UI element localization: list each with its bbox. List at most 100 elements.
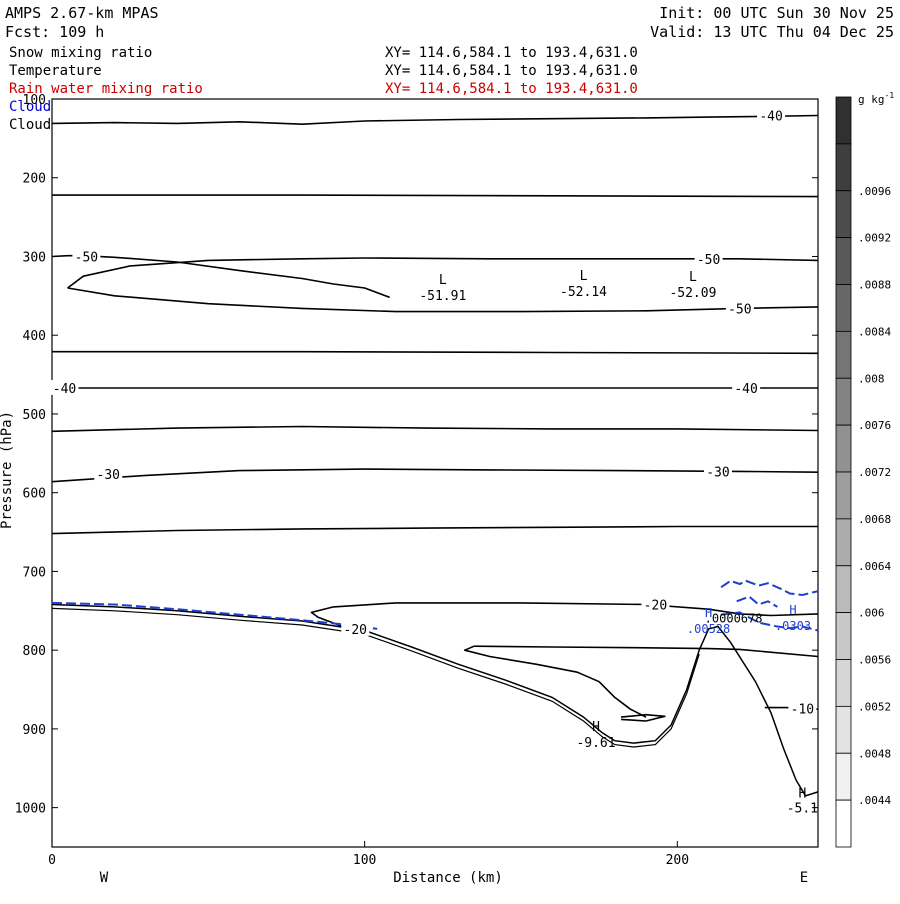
water-extremum-value: .00528 [687,622,730,636]
y-axis-label: Pressure (hPa) [0,411,15,529]
colorbar-label: .0064 [858,560,891,573]
y-tick-label: 200 [23,172,46,187]
colorbar-label: .0052 [858,700,891,713]
colorbar-unit: g kg-1 [858,91,894,106]
y-axis-ticks: 100 200 300 400 500 600 700 800 900 1000 [15,93,818,817]
contour-label: -10 [791,702,814,717]
isotherm-line [51,525,818,535]
contour-label-bg [732,379,761,395]
terrain-line-lower [51,607,700,748]
west-label: W [100,870,109,886]
colorbar-label: .0096 [858,185,891,198]
y-tick-label: 600 [23,487,46,502]
colorbar-swatch [835,284,852,332]
colorbar-label: .0084 [858,325,891,338]
contour-label-bg [788,700,817,716]
legend-field-name: Snow mixing ratio [9,45,152,61]
legend-field-xy: XY= 114.6,584.1 to 193.4,631.0 [385,63,638,79]
x-tick-label: 100 [353,853,376,868]
colorbar-swatch [835,752,852,801]
y-tick-label: 1000 [15,802,46,817]
terrain-outline [51,603,819,797]
contour-label: -20 [644,598,667,613]
colorbar-label: .0072 [858,466,891,479]
legend-field-xy: XY= 114.6,584.1 to 193.4,631.0 [385,81,638,97]
colorbar-label: .008 [858,372,885,385]
isotherm-line [474,645,819,658]
isotherm-line [52,350,819,355]
surface-extremum-value: -5.1 [787,802,818,817]
water-extremum-marker: H [705,606,712,620]
temperature-contours [51,114,819,722]
cloud-water-line [720,611,819,632]
contour-label: -50 [697,253,720,268]
extremum-marker: L [689,270,697,285]
isotherm-line [67,257,819,289]
contour-label: -20 [344,623,367,638]
colorbar-label: .0076 [858,419,891,432]
isotherm-line [310,602,819,630]
east-label: E [800,870,808,886]
contour-label-bg [50,379,79,395]
colorbar-swatch [835,143,852,192]
y-tick-label: 800 [23,644,46,659]
colorbar-swatch [835,237,852,285]
x-tick-label: 200 [666,853,689,868]
model-title: AMPS 2.67-km MPAS [5,4,159,22]
contour-label-bg [694,250,723,266]
extremum-marker: L [580,269,588,284]
contour-label-bg [757,107,786,123]
valid-time: Valid: 13 UTC Thu 04 Dec 25 [650,23,894,41]
y-tick-label: 500 [23,408,46,423]
x-axis-ticks: 0 100 200 [48,841,689,868]
colorbar-label: .0044 [858,794,891,807]
cloud-water-line [720,579,819,597]
extremum-value: -51.91 [419,289,466,304]
contour-label: -50 [728,302,751,317]
y-tick-label: 100 [23,93,46,108]
terrain-line [51,603,819,797]
extremum-marker: L [439,273,447,288]
isotherm-line [51,425,819,433]
colorbar-label: .0088 [858,279,891,292]
colorbar-swatch [835,96,852,145]
contour-label-bg [641,596,670,612]
water-extremum-value: .0303 [775,619,811,633]
x-tick-label: 0 [48,853,56,868]
y-tick-label: 900 [23,723,46,738]
colorbar-swatch [835,424,852,473]
colorbar-swatch [835,659,852,707]
colorbar-swatch [835,330,852,379]
contour-label-bg [94,465,123,481]
extremum-marker: H [592,720,600,735]
surface-extremum-marker: H [798,787,806,802]
y-tick-label: 400 [23,329,46,344]
colorbar-swatch [835,612,852,660]
y-tick-label: 700 [23,565,46,580]
isotherm-line [51,114,819,125]
legend-field-name: Rain water mixing ratio [9,81,203,97]
colorbar-swatch [835,565,852,614]
colorbar-label: .0056 [858,654,891,667]
isotherm-line [67,287,819,313]
contour-label-bg [725,300,754,316]
contour-label: -40 [759,110,782,125]
isotherm-line [52,194,819,198]
colorbar-label: .0092 [858,232,891,245]
colorbar-label: .0048 [858,747,891,760]
legend-field-xy: XY= 114.6,584.1 to 193.4,631.0 [385,45,638,61]
extremum-value: -52.14 [560,285,607,300]
isotherm-line [463,645,647,718]
x-axis-label: Distance (km) [393,870,503,886]
colorbar-label: .0068 [858,513,891,526]
plot-frame [51,98,819,848]
contour-label-bg [703,463,732,479]
water-extremum-marker: H [789,603,796,617]
isotherm-line [620,713,666,722]
colorbar-swatch [835,190,852,239]
contour-labels: -40 -50 -50 -50 -40 -40 -30 -30 -20 -10 -20 [50,107,817,717]
colorbar-swatch [835,799,852,848]
init-time: Init: 00 UTC Sun 30 Nov 25 [659,4,894,22]
contour-label: -30 [706,465,729,480]
